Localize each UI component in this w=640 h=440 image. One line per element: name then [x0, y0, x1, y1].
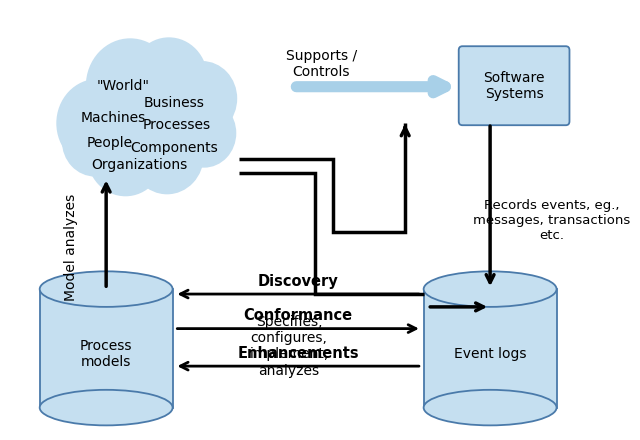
Text: Business: Business [144, 96, 205, 110]
Circle shape [167, 61, 237, 136]
Circle shape [87, 114, 164, 196]
Text: Machines: Machines [81, 111, 146, 125]
Circle shape [130, 37, 207, 120]
FancyBboxPatch shape [459, 46, 570, 125]
Circle shape [130, 115, 204, 194]
Text: Organizations: Organizations [92, 158, 188, 172]
Ellipse shape [40, 390, 173, 425]
Circle shape [62, 106, 128, 176]
Text: Event logs: Event logs [454, 347, 526, 361]
Text: Records events, eg.,
messages, transactions
etc.: Records events, eg., messages, transacti… [474, 198, 630, 242]
Text: Software
Systems: Software Systems [483, 70, 545, 101]
Text: Enhancements: Enhancements [237, 346, 359, 361]
Text: Discovery: Discovery [258, 274, 339, 289]
Text: People: People [87, 136, 133, 150]
Text: Process
models: Process models [80, 339, 132, 370]
Ellipse shape [424, 271, 557, 307]
Bar [424, 289, 557, 407]
Circle shape [56, 79, 140, 168]
Circle shape [86, 38, 175, 133]
Text: Components: Components [131, 141, 218, 155]
Ellipse shape [424, 390, 557, 425]
Text: Specifies,
configures,
implement,
analyzes: Specifies, configures, implement, analyz… [249, 315, 328, 378]
Text: Supports /
Controls: Supports / Controls [285, 49, 356, 79]
Ellipse shape [40, 271, 173, 307]
Circle shape [98, 64, 200, 172]
Text: Model analyzes: Model analyzes [64, 194, 78, 301]
Bar [40, 289, 173, 407]
Text: Conformance: Conformance [244, 308, 353, 323]
Text: "World": "World" [96, 79, 149, 93]
Circle shape [172, 99, 236, 168]
Text: Processes: Processes [142, 118, 211, 132]
